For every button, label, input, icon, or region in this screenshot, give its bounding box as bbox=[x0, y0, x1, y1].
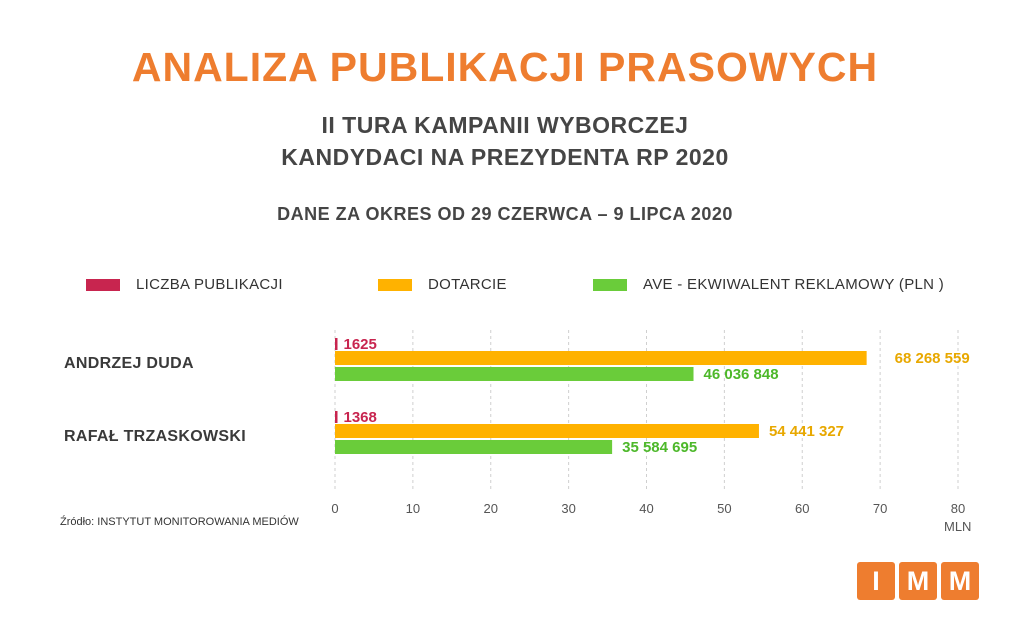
data-label-publications-1: 1368 bbox=[344, 409, 377, 426]
x-tick-label-10: 10 bbox=[406, 501, 420, 516]
page-title: ANALIZA PUBLIKACJI PRASOWYCH bbox=[131, 44, 879, 90]
category-label-trzaskowski: RAFAŁ TRZASKOWSKI bbox=[64, 428, 246, 445]
logo-letter-m-1: M bbox=[899, 562, 937, 600]
legend-item-publications: LICZBA PUBLIKACJI bbox=[86, 276, 283, 293]
bar-ave-0 bbox=[335, 367, 694, 381]
data-label-reach-0: 68 268 559 bbox=[895, 350, 970, 367]
legend-item-reach: DOTARCIE bbox=[378, 276, 507, 293]
logo-letter-m-2: M bbox=[941, 562, 979, 600]
x-tick-label-40: 40 bbox=[639, 501, 653, 516]
category-label-duda: ANDRZEJ DUDA bbox=[64, 355, 194, 372]
legend-label-ave: AVE - EKWIWALENT REKLAMOWY (PLN ) bbox=[643, 276, 945, 293]
x-axis-unit: MLN bbox=[944, 519, 972, 534]
period-label: DANE ZA OKRES OD 29 CZERWCA – 9 LIPCA 20… bbox=[277, 204, 733, 224]
imm-logo: I M M bbox=[857, 562, 979, 600]
legend-item-ave: AVE - EKWIWALENT REKLAMOWY (PLN ) bbox=[593, 276, 944, 293]
source-note: Źródło: INSTYTUT MONITOROWANIA MEDIÓW bbox=[60, 516, 299, 528]
bar-ave-1 bbox=[335, 440, 613, 454]
legend-label-publications: LICZBA PUBLIKACJI bbox=[136, 276, 283, 293]
x-tick-label-30: 30 bbox=[561, 501, 575, 516]
data-label-publications-0: 1625 bbox=[344, 336, 377, 353]
data-label-ave-0: 46 036 848 bbox=[704, 366, 779, 383]
data-label-ave-1: 35 584 695 bbox=[622, 439, 697, 456]
legend-swatch-reach bbox=[378, 278, 412, 291]
legend-label-reach: DOTARCIE bbox=[428, 276, 507, 293]
logo-letter-i: I bbox=[857, 562, 895, 600]
legend-swatch-publications bbox=[86, 278, 120, 291]
x-tick-label-50: 50 bbox=[717, 501, 731, 516]
subtitle-line-1: II TURA KAMPANII WYBORCZEJ bbox=[321, 112, 689, 138]
bar-reach-0 bbox=[335, 351, 867, 365]
legend-swatch-ave bbox=[593, 278, 627, 291]
x-tick-label-20: 20 bbox=[484, 501, 498, 516]
data-label-reach-1: 54 441 327 bbox=[769, 423, 844, 440]
x-tick-label-0: 0 bbox=[331, 501, 338, 516]
x-tick-label-60: 60 bbox=[795, 501, 809, 516]
x-tick-label-70: 70 bbox=[873, 501, 887, 516]
bar-publications-0 bbox=[335, 338, 338, 350]
x-tick-label-80: 80 bbox=[951, 501, 965, 516]
bar-publications-1 bbox=[335, 411, 338, 423]
subtitle-line-2: KANDYDACI NA PREZYDENTA RP 2020 bbox=[281, 144, 729, 170]
bar-reach-1 bbox=[335, 424, 759, 438]
